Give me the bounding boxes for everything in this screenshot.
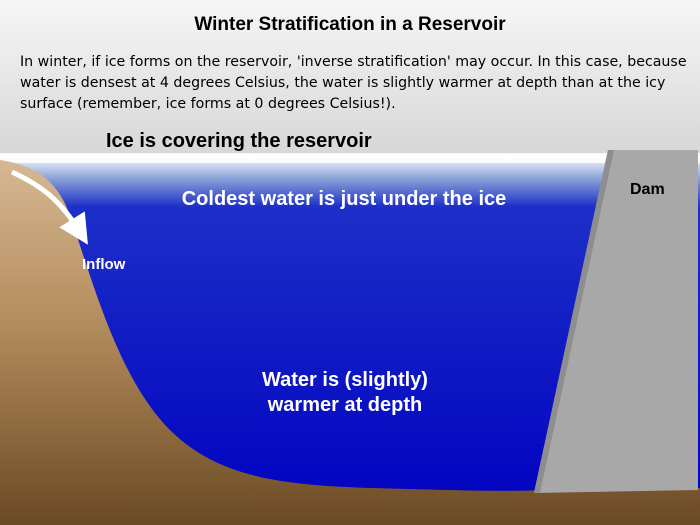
dam-structure [534,150,698,493]
warmer-water-line-1: Water is (slightly) [262,369,428,391]
ice-layer [0,153,700,163]
ground-terrain [0,160,700,525]
dam-shading [534,150,614,493]
coldest-water-label: Coldest water is just under the ice [181,188,507,210]
page-title: Winter Stratification in a Reservoir [194,14,506,35]
dam-label: Dam [630,181,665,198]
inflow-label: Inflow [82,256,126,273]
ice-caption: Ice is covering the reservoir [106,130,372,152]
warmer-water-line-2: warmer at depth [267,394,423,416]
description-text: In winter, if ice forms on the reservoir… [20,54,687,112]
inflow-arrow [10,169,88,245]
warmer-water-label: Water is (slightly) warmer at depth [230,368,460,418]
